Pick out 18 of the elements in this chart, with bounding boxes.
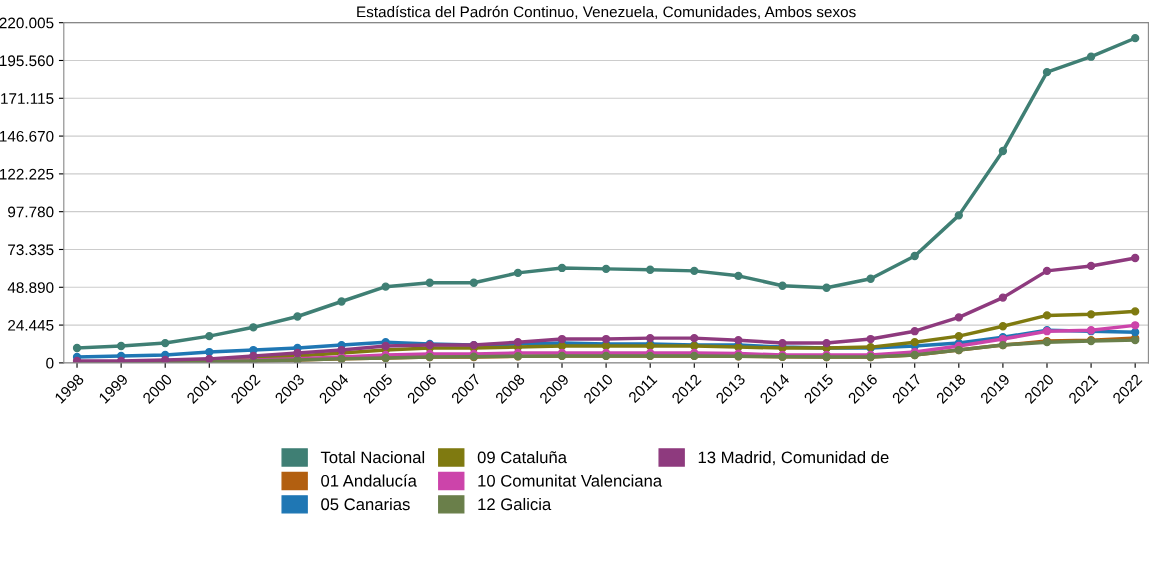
y-tick-label: 24.445	[8, 319, 54, 331]
legend-label: Total Nacional	[320, 451, 425, 464]
y-tick-label: 97.780	[8, 206, 54, 218]
legend-label: 09 Cataluña	[477, 451, 567, 464]
y-tick-label: 73.335	[8, 244, 54, 256]
y-tick-label: 122.225	[0, 168, 54, 180]
legend-label: 05 Canarias	[321, 497, 410, 511]
y-tick-label: 0	[46, 357, 54, 369]
y-tick-label: 220.005	[0, 17, 54, 29]
y-tick-label: 195.560	[0, 55, 54, 67]
y-tick-label: 171.115	[1, 93, 54, 104]
legend-label: 01 Andalucía	[321, 474, 417, 487]
legend-label: 13 Madrid, Comunidad de	[698, 451, 889, 466]
legend-label: 12 Galicia	[478, 497, 552, 511]
legend-label: 10 Comunitat Valenciana	[478, 474, 663, 487]
y-tick-label: 48.890	[7, 282, 54, 293]
y-tick-label: 146.670	[0, 130, 54, 142]
chart-title: Estadística del Padrón Continuo, Venezuela, Comunidades, Ambos sexos	[357, 5, 856, 20]
